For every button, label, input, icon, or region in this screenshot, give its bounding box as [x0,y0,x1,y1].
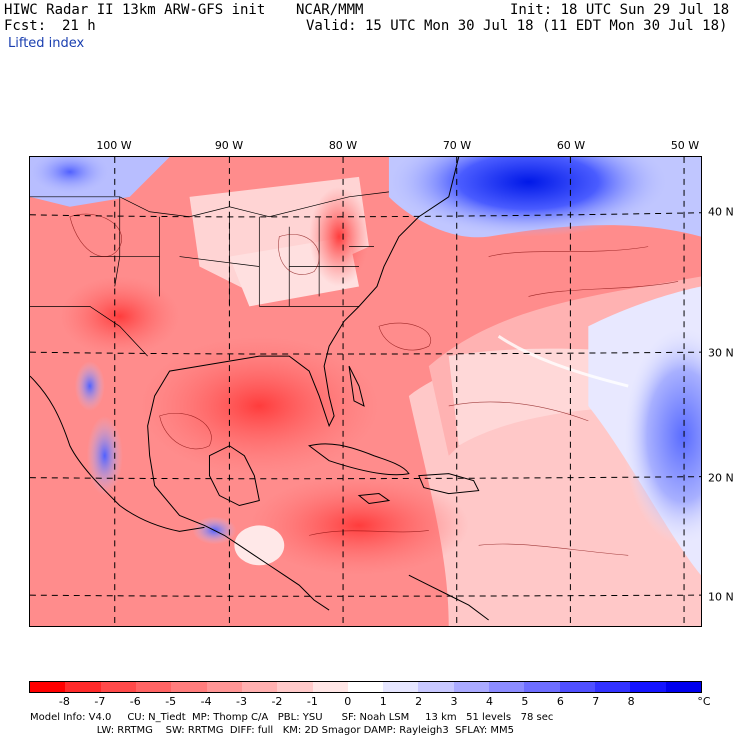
colorbar-cell [312,682,348,692]
colorbar-tick-label: -3 [236,695,247,708]
colorbar-cell [100,682,136,692]
colorbar-cell [347,682,384,692]
colorbar-cell [630,682,666,692]
lon-label-70w: 70 W [442,139,472,152]
colorbar-unit: °C [697,695,711,708]
colorbar-tick-label: 5 [521,695,529,708]
colorbar-cell [489,682,525,692]
colorbar-tick-label: -8 [58,695,70,708]
colorbar-tick-label: -2 [271,695,283,708]
lon-label-100w: 100 W [96,139,132,152]
colorbar-cell [135,682,172,692]
forecast-label: Fcst: [4,18,47,34]
lat-lon-grid [30,157,701,626]
forecast-hour: 21 h [62,18,96,34]
colorbar-cell [383,682,419,692]
colorbar-cell [30,682,66,692]
colorbar-cell [241,682,278,692]
model-info-line-1: Model Info: V4.0 CU: N_Tiedt MP: Thomp C… [30,712,554,723]
init-time: Init: 18 UTC Sun 29 Jul 18 [510,2,730,18]
colorbar-cell [65,682,101,692]
colorbar-tick-label: 7 [592,695,600,708]
organization-label: NCAR/MMM [296,2,364,18]
lifted-index-map [29,156,702,627]
valid-time: Valid: 15 UTC Mon 30 Jul 18 (11 EDT Mon … [306,18,728,34]
colorbar-tick-label: 3 [450,695,458,708]
colorbar-cell [665,682,701,692]
contour-lines [69,213,679,556]
colorbar-tick-label: -4 [200,695,212,708]
colorbar-cell [171,682,207,692]
colorbar [29,681,702,693]
coastlines [30,157,489,621]
colorbar-cell [453,682,490,692]
colorbar-cell [277,682,313,692]
colorbar-tick-label: -5 [165,695,177,708]
lat-label-10n: 10 N [708,590,734,604]
model-title: HIWC Radar II 13km ARW-GFS init [4,2,266,18]
lon-label-90w: 90 W [214,139,244,152]
colorbar-tick-label: 6 [556,695,564,708]
colorbar-tick-label: 8 [627,695,635,708]
colorbar-cell [595,682,631,692]
colorbar-cell [559,682,595,692]
model-info-line-2: LW: RRTMG SW: RRTMG DIFF: full KM: 2D Sm… [30,725,515,736]
colorbar-tick-label: 2 [415,695,423,708]
colorbar-cell [206,682,242,692]
colorbar-tick-label: -7 [94,695,106,708]
lon-label-80w: 80 W [328,139,358,152]
colorbar-tick-label: -6 [129,695,141,708]
lon-label-60w: 60 W [556,139,586,152]
lat-label-20n: 20 N [708,471,734,485]
northeast-stable-core [388,157,669,237]
colorbar-tick-label: 1 [379,695,387,708]
colorbar-tick-label: -1 [306,695,318,708]
lat-label-30n: 30 N [708,346,734,360]
lon-label-50w: 50 W [670,139,700,152]
colorbar-cell [524,682,560,692]
colorbar-tick-label: 0 [344,695,352,708]
colorbar-cell [418,682,454,692]
field-name: Lifted index [8,36,85,51]
lat-label-40n: 40 N [708,205,734,219]
colorbar-tick-label: 4 [485,695,493,708]
